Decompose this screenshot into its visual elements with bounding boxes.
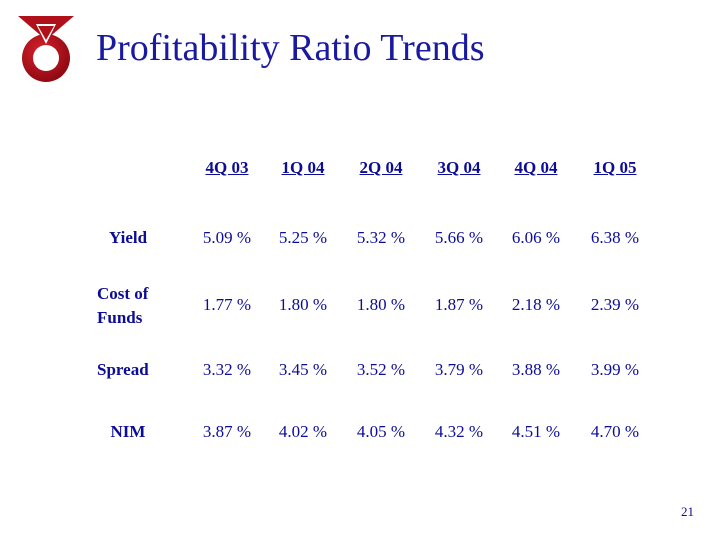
- column-header: 4Q 03: [205, 158, 249, 177]
- table-cell: 6.38 %: [590, 228, 640, 247]
- table-cell: 3.99 %: [590, 360, 640, 379]
- row-label-cost-of-funds-line2: Funds: [97, 308, 143, 327]
- row-label-spread: Spread: [97, 360, 149, 379]
- page-title: Profitability Ratio Trends: [96, 27, 485, 69]
- table-cell: 3.87 %: [202, 422, 252, 441]
- table-cell: 3.32 %: [202, 360, 252, 379]
- row-label-yield: Yield: [108, 228, 148, 247]
- table-cell: 2.18 %: [511, 295, 561, 314]
- table-cell: 4.05 %: [356, 422, 406, 441]
- table-cell: 1.77 %: [202, 295, 252, 314]
- table-cell: 1.80 %: [356, 295, 406, 314]
- table-cell: 1.87 %: [434, 295, 484, 314]
- company-logo-icon: [18, 16, 74, 82]
- column-header: 1Q 05: [593, 158, 637, 177]
- row-label-nim: NIM: [110, 422, 146, 441]
- table-cell: 3.79 %: [434, 360, 484, 379]
- page-number: 21: [681, 504, 694, 519]
- column-header: 3Q 04: [437, 158, 481, 177]
- table-cell: 5.09 %: [202, 228, 252, 247]
- column-header: 2Q 04: [359, 158, 403, 177]
- table-cell: 5.66 %: [434, 228, 484, 247]
- table-cell: 6.06 %: [511, 228, 561, 247]
- table-cell: 5.25 %: [278, 228, 328, 247]
- table-cell: 3.52 %: [356, 360, 406, 379]
- column-header: 4Q 04: [514, 158, 558, 177]
- table-cell: 5.32 %: [356, 228, 406, 247]
- table-cell: 4.02 %: [278, 422, 328, 441]
- table-cell: 2.39 %: [590, 295, 640, 314]
- table-cell: 3.45 %: [278, 360, 328, 379]
- column-header: 1Q 04: [281, 158, 325, 177]
- table-cell: 4.32 %: [434, 422, 484, 441]
- table-cell: 3.88 %: [511, 360, 561, 379]
- table-cell: 1.80 %: [278, 295, 328, 314]
- table-cell: 4.51 %: [511, 422, 561, 441]
- table-cell: 4.70 %: [590, 422, 640, 441]
- row-label-cost-of-funds-line1: Cost of: [97, 284, 149, 303]
